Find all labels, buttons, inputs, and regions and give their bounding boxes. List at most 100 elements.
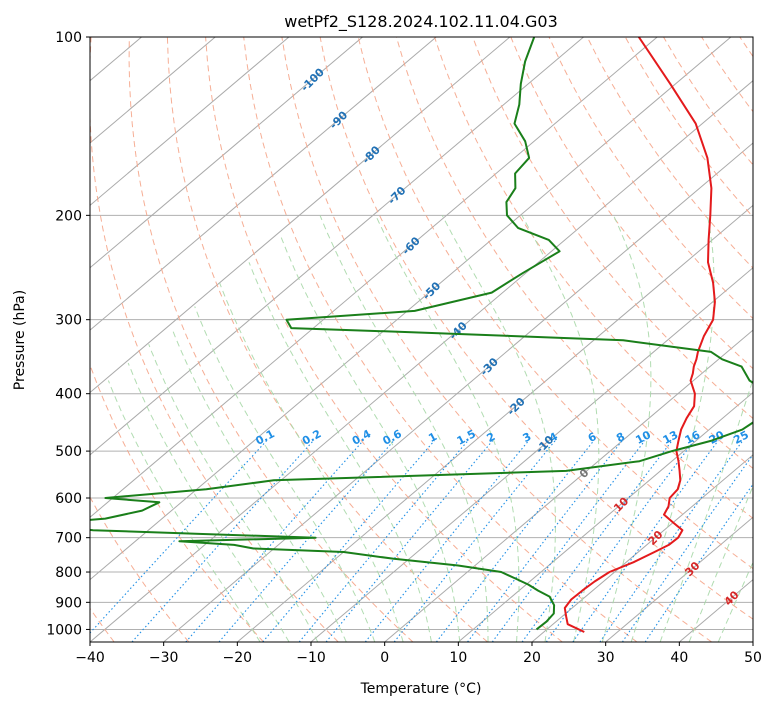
mixing-ratio-label: 13	[661, 428, 681, 447]
dry-adiabat-line	[319, 37, 753, 620]
mixing-ratio-label: 0.6	[381, 427, 405, 448]
moist-adiabat-line	[107, 380, 261, 642]
moist-adiabat-line	[148, 344, 319, 642]
mixing-ratio-label: 0.2	[300, 427, 323, 448]
mixing-ratio-line	[90, 440, 268, 634]
y-tick-label: 1000	[46, 622, 82, 638]
x-axis-label: Temperature (°C)	[360, 681, 482, 697]
dry-adiabat-line	[281, 37, 712, 642]
mixing-ratio-line	[572, 440, 719, 642]
mixing-ratio-label: 16	[683, 428, 703, 447]
mixing-ratio-label: 1.5	[455, 427, 478, 448]
chart-title: wetPf2_S128.2024.102.11.04.G03	[284, 12, 558, 32]
mixing-ratio-line	[218, 440, 395, 642]
isotherm-line	[90, 37, 363, 269]
x-tick-label: 20	[523, 650, 541, 666]
mixing-ratio-line	[393, 440, 556, 642]
series-layer	[90, 37, 753, 633]
mixing-ratio-line	[185, 440, 364, 642]
moist-adiabat-line	[521, 215, 600, 642]
moist-adiabat-line	[194, 306, 376, 642]
isotherm-line	[90, 37, 511, 394]
isotherm-line	[90, 37, 732, 581]
mixing-ratio-label: 2	[485, 430, 498, 445]
isotherm-line	[90, 37, 216, 144]
dry-adiabat-line	[357, 37, 753, 570]
mixing-ratio-line	[131, 440, 314, 642]
mixing-ratio-line	[521, 440, 673, 642]
dry-adiabat-line	[510, 37, 753, 370]
x-tick-label: −30	[149, 650, 179, 666]
isotherm-line	[90, 37, 437, 331]
mixing-ratio-label: 3	[521, 430, 534, 445]
moist-adiabat-line	[171, 327, 347, 642]
moist-adiabat-line	[127, 362, 290, 642]
moist-adiabat-line	[601, 215, 652, 642]
mixing-ratio-line	[435, 440, 595, 642]
mixing-ratio-line	[545, 440, 695, 642]
isotherm-line	[0, 37, 68, 642]
x-tick-label: 0	[380, 650, 389, 666]
x-axis: −40 −30 −20 −10 0 10 20 30 40 50	[75, 642, 762, 666]
y-tick-label: 100	[55, 30, 82, 46]
y-tick-label: 500	[55, 444, 82, 460]
dry-adiabat-line	[166, 37, 488, 642]
mixing-ratio-label: 8	[614, 430, 627, 445]
isotherm-line	[90, 37, 290, 207]
temperature-profile-line	[563, 37, 716, 633]
mixing-ratio-label: 0.4	[350, 427, 374, 448]
isotherm-line	[384, 329, 753, 642]
moist-adiabat-line	[219, 282, 404, 642]
moist-adiabat-line	[717, 561, 753, 642]
x-tick-label: 30	[597, 650, 615, 666]
mixing-ratio-line	[364, 440, 530, 642]
dry-adiabat-line	[472, 37, 753, 420]
dry-adiabat-line	[663, 37, 753, 166]
x-tick-label: −10	[296, 650, 326, 666]
isotherm-line	[90, 37, 584, 456]
mixing-ratio-line	[262, 440, 435, 642]
y-tick-label: 400	[55, 387, 82, 403]
x-tick-label: 10	[449, 650, 467, 666]
mixing-ratio-line	[298, 440, 469, 642]
dry-adiabat-line	[548, 37, 753, 320]
plot-frame	[89, 36, 754, 643]
y-tick-label: 300	[55, 313, 82, 329]
isotherm-line	[90, 80, 753, 642]
mixing-ratio-label: 1	[426, 430, 439, 445]
y-axis: 100 200 300 400 500 600 700 800 900 1000	[46, 30, 90, 638]
dry-adiabat-line	[90, 363, 264, 642]
dry-adiabat-line	[128, 37, 414, 642]
x-tick-label: 40	[670, 650, 688, 666]
dry-adiabat-line	[395, 37, 753, 519]
dry-adiabat-line	[90, 496, 190, 642]
mixing-ratio-label: 20	[707, 428, 727, 447]
moist-adiabat-line	[688, 484, 753, 642]
x-tick-label: −20	[223, 650, 253, 666]
reference-lines-layer	[90, 37, 753, 642]
x-tick-label: 50	[744, 650, 762, 666]
grid-layer	[0, 37, 753, 642]
moist-adiabat-line	[248, 262, 432, 642]
mixing-ratio-label: 0.1	[253, 427, 276, 448]
moist-adiabat-line	[441, 215, 556, 642]
isotherm-line	[605, 516, 753, 642]
mixing-ratio-label: 30	[752, 428, 772, 447]
isotherm-label: -100	[298, 65, 327, 94]
y-axis-label: Pressure (hPa)	[12, 290, 28, 390]
mixing-ratio-line	[325, 440, 494, 642]
dry-adiabat-line	[243, 37, 638, 642]
dry-adiabat-line	[739, 37, 753, 58]
isotherm-line	[163, 142, 753, 642]
moist-adiabat-line	[279, 233, 461, 642]
isotherm-line	[531, 454, 753, 642]
moist-adiabat-line	[375, 215, 520, 642]
moist-adiabat-line	[319, 215, 489, 642]
isotherm-line	[458, 391, 753, 642]
isotherm-line	[679, 578, 753, 642]
dry-adiabat-line	[90, 37, 339, 642]
y-tick-label: 900	[55, 595, 82, 611]
mixing-ratio-line	[644, 483, 753, 642]
isotherm-line	[310, 267, 753, 642]
